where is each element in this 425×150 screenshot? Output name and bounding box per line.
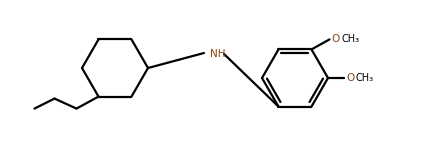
Text: NH: NH (210, 49, 226, 59)
Text: O: O (346, 73, 354, 83)
Text: CH₃: CH₃ (342, 34, 360, 44)
Text: CH₃: CH₃ (356, 73, 374, 83)
Text: O: O (332, 34, 340, 44)
